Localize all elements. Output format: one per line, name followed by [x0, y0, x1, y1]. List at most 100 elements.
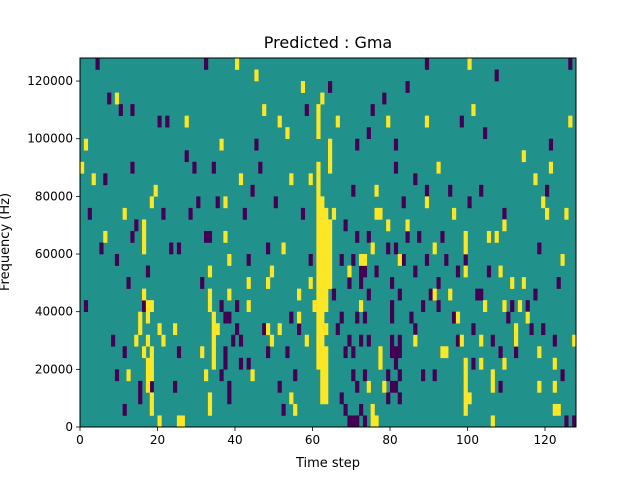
- heatmap-cell-high: [397, 254, 402, 266]
- heatmap-cell-low: [149, 380, 154, 393]
- heatmap-cell-low: [227, 311, 232, 324]
- heatmap-cell-high: [304, 334, 309, 347]
- heatmap-cell-high: [436, 161, 441, 174]
- heatmap-cell-low: [545, 184, 550, 197]
- heatmap-cell-high: [320, 369, 325, 382]
- heatmap-cell-high: [250, 369, 255, 382]
- y-tick-label: 120000: [27, 74, 73, 88]
- heatmap-cell-high: [142, 219, 147, 232]
- heatmap-cell-high: [207, 403, 213, 416]
- heatmap-cell-low: [382, 92, 387, 105]
- heatmap-cell-low: [351, 254, 356, 266]
- heatmap-cell-low: [200, 277, 205, 289]
- heatmap-cell-low: [262, 323, 267, 336]
- heatmap-cell-high: [471, 104, 476, 116]
- heatmap-cell-low: [355, 311, 360, 324]
- heatmap-cell-high: [316, 265, 321, 278]
- heatmap-cell-low: [339, 254, 344, 266]
- heatmap-cell-high: [207, 300, 213, 312]
- heatmap-cell-high: [560, 254, 565, 266]
- heatmap-cells: [80, 58, 577, 428]
- heatmap-cell-low: [297, 323, 302, 336]
- heatmap-cell-high: [378, 207, 383, 220]
- heatmap-cell-high: [316, 334, 321, 347]
- heatmap-cell-high: [568, 115, 573, 128]
- heatmap-cell-low: [211, 161, 216, 174]
- heatmap-cell-low: [277, 380, 282, 393]
- heatmap-cell-high: [463, 242, 468, 255]
- heatmap-cell-high: [145, 334, 151, 347]
- heatmap-cell-low: [463, 254, 468, 266]
- heatmap-cell-high: [320, 311, 325, 324]
- heatmap-cell-low: [83, 300, 89, 312]
- heatmap-cell-high: [308, 173, 313, 186]
- heatmap-cell-high: [316, 115, 321, 128]
- heatmap-cell-high: [463, 357, 468, 370]
- heatmap-cell-high: [521, 150, 526, 163]
- heatmap-cell-low: [122, 403, 127, 416]
- heatmap-cell-low: [390, 300, 395, 312]
- heatmap-cell-high: [316, 277, 321, 289]
- heatmap-cell-high: [316, 254, 321, 266]
- heatmap-cell-low: [568, 58, 573, 70]
- heatmap-cell-low: [413, 323, 418, 336]
- heatmap-cell-low: [552, 334, 557, 347]
- heatmap-cell-low: [250, 184, 255, 197]
- heatmap-cell-low: [370, 104, 375, 116]
- heatmap-cell-low: [432, 369, 437, 382]
- heatmap-cell-high: [320, 196, 325, 209]
- heatmap-cell-high: [126, 369, 131, 382]
- heatmap-cell-high: [328, 161, 333, 174]
- heatmap-cell-low: [525, 300, 530, 312]
- heatmap-cell-low: [130, 104, 135, 116]
- heatmap-cell-high: [479, 357, 484, 370]
- heatmap-cell-high: [378, 346, 383, 359]
- heatmap-cell-high: [211, 334, 216, 347]
- heatmap-cell-low: [475, 288, 480, 301]
- heatmap-cell-high: [552, 380, 557, 393]
- heatmap-cell-low: [308, 254, 313, 266]
- heatmap-cell-low: [510, 300, 515, 312]
- heatmap-cell-high: [320, 92, 325, 105]
- heatmap-cell-high: [324, 207, 329, 220]
- heatmap-cell-high: [142, 288, 147, 301]
- heatmap-cell-low: [138, 392, 143, 405]
- heatmap-cell-high: [316, 300, 321, 312]
- heatmap-cell-low: [397, 392, 402, 405]
- heatmap-cell-low: [231, 334, 236, 347]
- heatmap-cell-high: [331, 207, 337, 220]
- heatmap-cell-low: [227, 392, 232, 405]
- heatmap-cell-low: [359, 403, 364, 416]
- heatmap-cell-high: [316, 323, 321, 336]
- x-tick-label: 0: [76, 433, 84, 447]
- heatmap-cell-high: [173, 323, 178, 336]
- heatmap-cell-high: [114, 92, 120, 105]
- heatmap-cell-high: [324, 323, 329, 336]
- heatmap-cell-low: [397, 334, 402, 347]
- heatmap-cell-low: [157, 115, 162, 128]
- heatmap-cell-high: [246, 277, 251, 289]
- heatmap-cell-low: [281, 403, 286, 416]
- heatmap-cell-high: [359, 254, 364, 266]
- heatmap-cell-high: [122, 207, 127, 220]
- heatmap-cell-high: [467, 58, 472, 70]
- heatmap-cell-high: [83, 138, 89, 151]
- heatmap-cell-high: [145, 369, 151, 382]
- heatmap-cell-high: [149, 403, 154, 416]
- heatmap-cell-high: [413, 334, 418, 347]
- heatmap-cell-low: [351, 346, 356, 359]
- heatmap-cell-high: [405, 219, 410, 232]
- heatmap-cell-high: [514, 334, 519, 347]
- heatmap-cell-high: [320, 254, 325, 266]
- heatmap-cell-low: [541, 323, 546, 336]
- heatmap-cell-high: [382, 380, 387, 393]
- heatmap-cell-high: [541, 196, 546, 209]
- heatmap-cell-low: [514, 346, 519, 359]
- heatmap-cell-high: [161, 334, 166, 347]
- heatmap-cell-high: [316, 127, 321, 140]
- heatmap-cell-high: [324, 369, 329, 382]
- heatmap-cell-low: [227, 380, 232, 393]
- heatmap-cell-low: [409, 311, 414, 324]
- heatmap-cell-low: [142, 300, 147, 312]
- heatmap-cell-high: [145, 311, 151, 324]
